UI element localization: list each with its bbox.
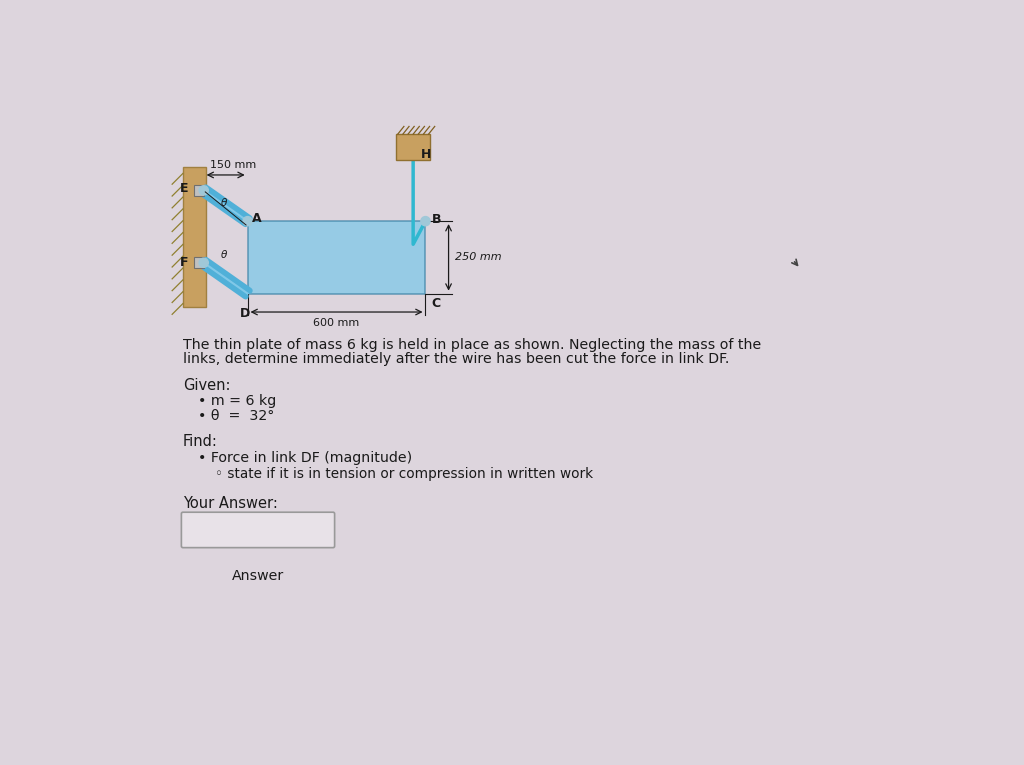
Text: links, determine immediately after the wire has been cut the force in link DF.: links, determine immediately after the w… bbox=[183, 352, 729, 366]
Text: θ: θ bbox=[220, 197, 227, 207]
Circle shape bbox=[199, 258, 208, 267]
Circle shape bbox=[243, 216, 252, 226]
Text: C: C bbox=[432, 297, 440, 310]
Text: ◦ state if it is in tension or compression in written work: ◦ state if it is in tension or compressi… bbox=[215, 467, 593, 480]
Text: Your Answer:: Your Answer: bbox=[183, 496, 278, 511]
Text: 150 mm: 150 mm bbox=[210, 161, 256, 171]
Text: 600 mm: 600 mm bbox=[313, 318, 359, 328]
Circle shape bbox=[421, 216, 430, 226]
Text: • θ  =  32°: • θ = 32° bbox=[199, 409, 274, 423]
Text: H: H bbox=[421, 148, 431, 161]
Polygon shape bbox=[248, 221, 425, 294]
Text: F: F bbox=[180, 256, 188, 269]
FancyBboxPatch shape bbox=[181, 513, 335, 548]
Text: Answer: Answer bbox=[231, 569, 284, 583]
Text: E: E bbox=[180, 182, 188, 195]
Text: Given:: Given: bbox=[183, 378, 230, 393]
Text: A: A bbox=[252, 212, 262, 225]
Bar bbox=[396, 134, 430, 161]
Text: • Force in link DF (magnitude): • Force in link DF (magnitude) bbox=[199, 451, 413, 465]
Text: D: D bbox=[240, 308, 250, 321]
Text: θ: θ bbox=[220, 250, 227, 260]
Text: • m = 6 kg: • m = 6 kg bbox=[199, 395, 276, 409]
Bar bbox=[195, 257, 204, 268]
Text: Find:: Find: bbox=[183, 435, 218, 450]
Bar bbox=[183, 168, 206, 308]
Text: The thin plate of mass 6 kg is held in place as shown. Neglecting the mass of th: The thin plate of mass 6 kg is held in p… bbox=[183, 338, 761, 352]
Text: B: B bbox=[432, 213, 441, 226]
Bar bbox=[195, 185, 204, 196]
Circle shape bbox=[199, 186, 208, 195]
Text: 250 mm: 250 mm bbox=[455, 252, 502, 262]
